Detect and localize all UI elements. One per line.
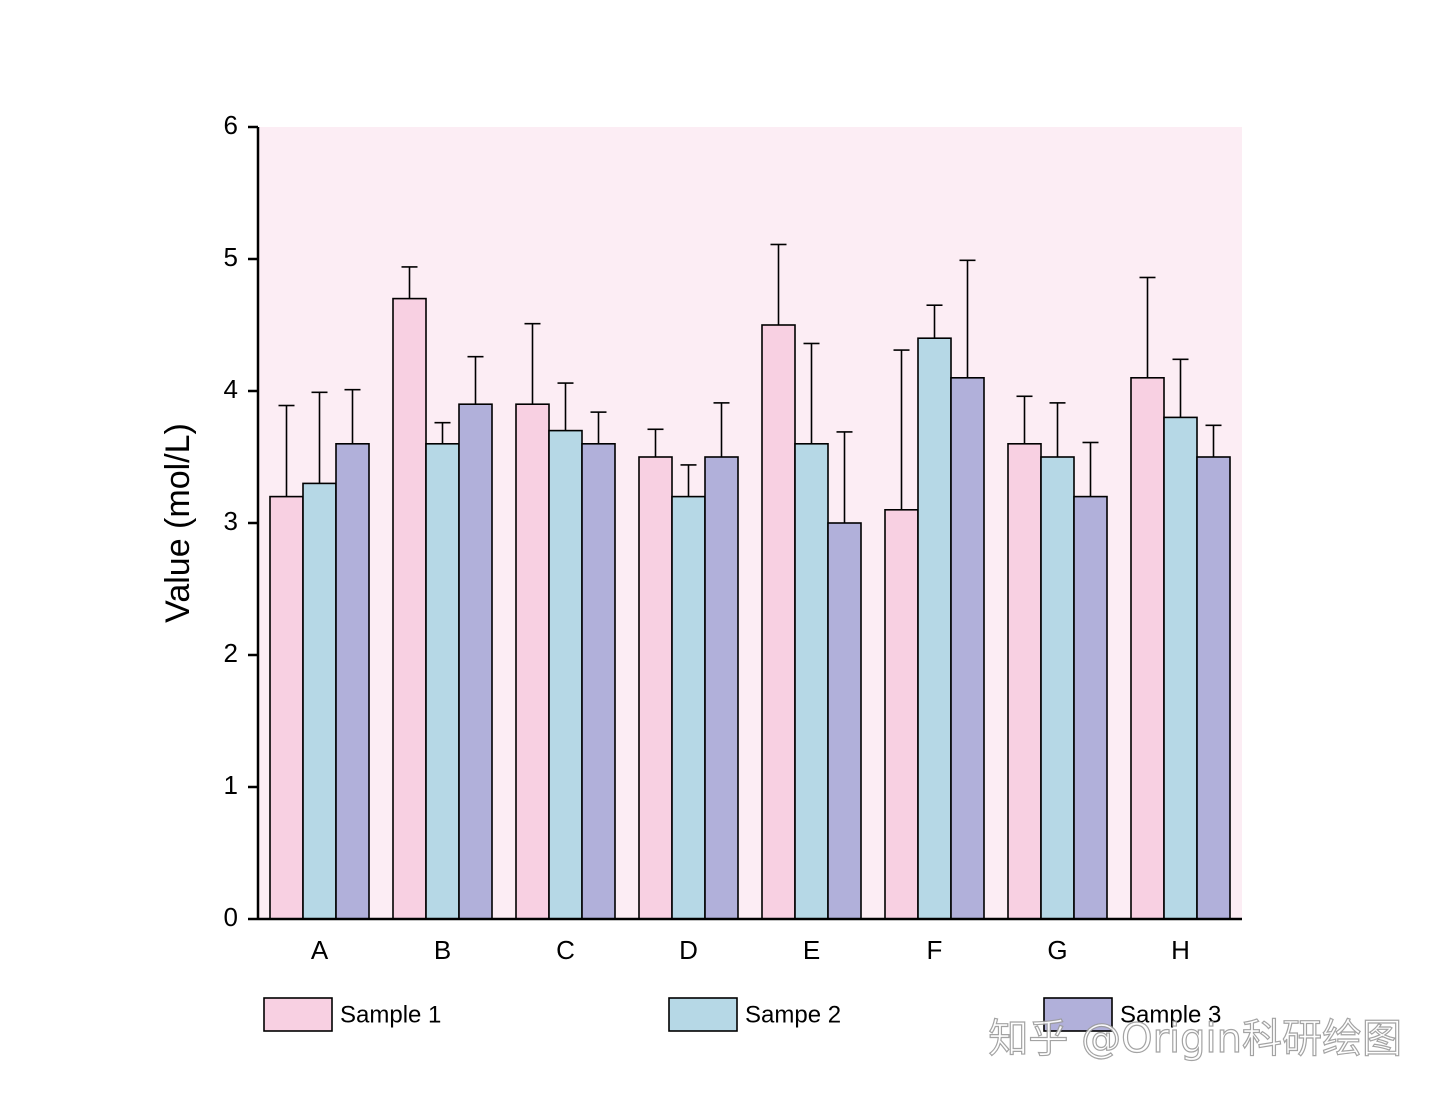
y-tick-label: 2: [224, 638, 238, 668]
bar-D-series-3: [704, 456, 739, 920]
bar-G-series-2: [1040, 456, 1075, 920]
bar-G-series-1: [1007, 442, 1042, 920]
bar-A-series-1: [269, 495, 304, 920]
watermark-text: 知乎 @Origin科研绘图: [988, 1016, 1402, 1062]
x-tick-label: D: [679, 935, 698, 965]
x-tick-label: G: [1047, 935, 1067, 965]
bar-E-series-3: [827, 522, 862, 920]
bar-H-series-1: [1130, 376, 1165, 920]
legend-label-series-1: Sample 1: [340, 1001, 441, 1028]
x-labels-layer: A B C D E F G H: [311, 935, 1190, 965]
bar-F-series-1: [884, 508, 919, 920]
bar-D-series-2: [671, 495, 706, 920]
legend-swatch-series-1: [263, 997, 333, 1032]
legend-swatch-series-3: [1043, 997, 1113, 1032]
x-tick-label: H: [1171, 935, 1190, 965]
bar-A-series-3: [335, 442, 370, 920]
bar-F-series-3: [950, 376, 985, 920]
x-tick-label: A: [311, 935, 329, 965]
legend-label-series-2: Sampe 2: [745, 1001, 841, 1028]
bar-F-series-2: [917, 337, 952, 920]
y-tick-label: 6: [224, 110, 238, 140]
y-tick-label: 5: [224, 242, 238, 272]
legend: Sample 1 Sampe 2 Sample 3: [263, 997, 1221, 1032]
y-tick-label: 3: [224, 506, 238, 536]
x-tick-label: F: [927, 935, 943, 965]
y-tick-label: 4: [224, 374, 238, 404]
bar-G-series-3: [1073, 495, 1108, 920]
x-tick-label: B: [434, 935, 451, 965]
x-tick-label: C: [556, 935, 575, 965]
bar-E-series-1: [761, 324, 796, 920]
x-tick-label: E: [803, 935, 820, 965]
y-tick-label: 0: [224, 902, 238, 932]
bar-B-series-2: [425, 442, 460, 920]
bar-A-series-2: [302, 482, 337, 920]
bar-B-series-1: [392, 297, 427, 920]
legend-swatch-series-2: [668, 997, 738, 1032]
y-ticks-layer: 0 1 2 3 4 5 6: [224, 110, 258, 932]
y-tick-label: 1: [224, 770, 238, 800]
y-axis-label: Value (mol/L): [159, 423, 197, 623]
bar-C-series-2: [548, 429, 583, 920]
legend-label-series-3: Sample 3: [1120, 1001, 1221, 1028]
bar-E-series-2: [794, 442, 829, 920]
bar-H-series-2: [1163, 416, 1198, 920]
bars-layer: [269, 297, 1231, 920]
bar-H-series-3: [1196, 456, 1231, 920]
bar-C-series-1: [515, 403, 550, 920]
bar-B-series-3: [458, 403, 493, 920]
bar-C-series-3: [581, 442, 616, 920]
error-bars-layer: [278, 243, 1222, 523]
bar-D-series-1: [638, 456, 673, 920]
